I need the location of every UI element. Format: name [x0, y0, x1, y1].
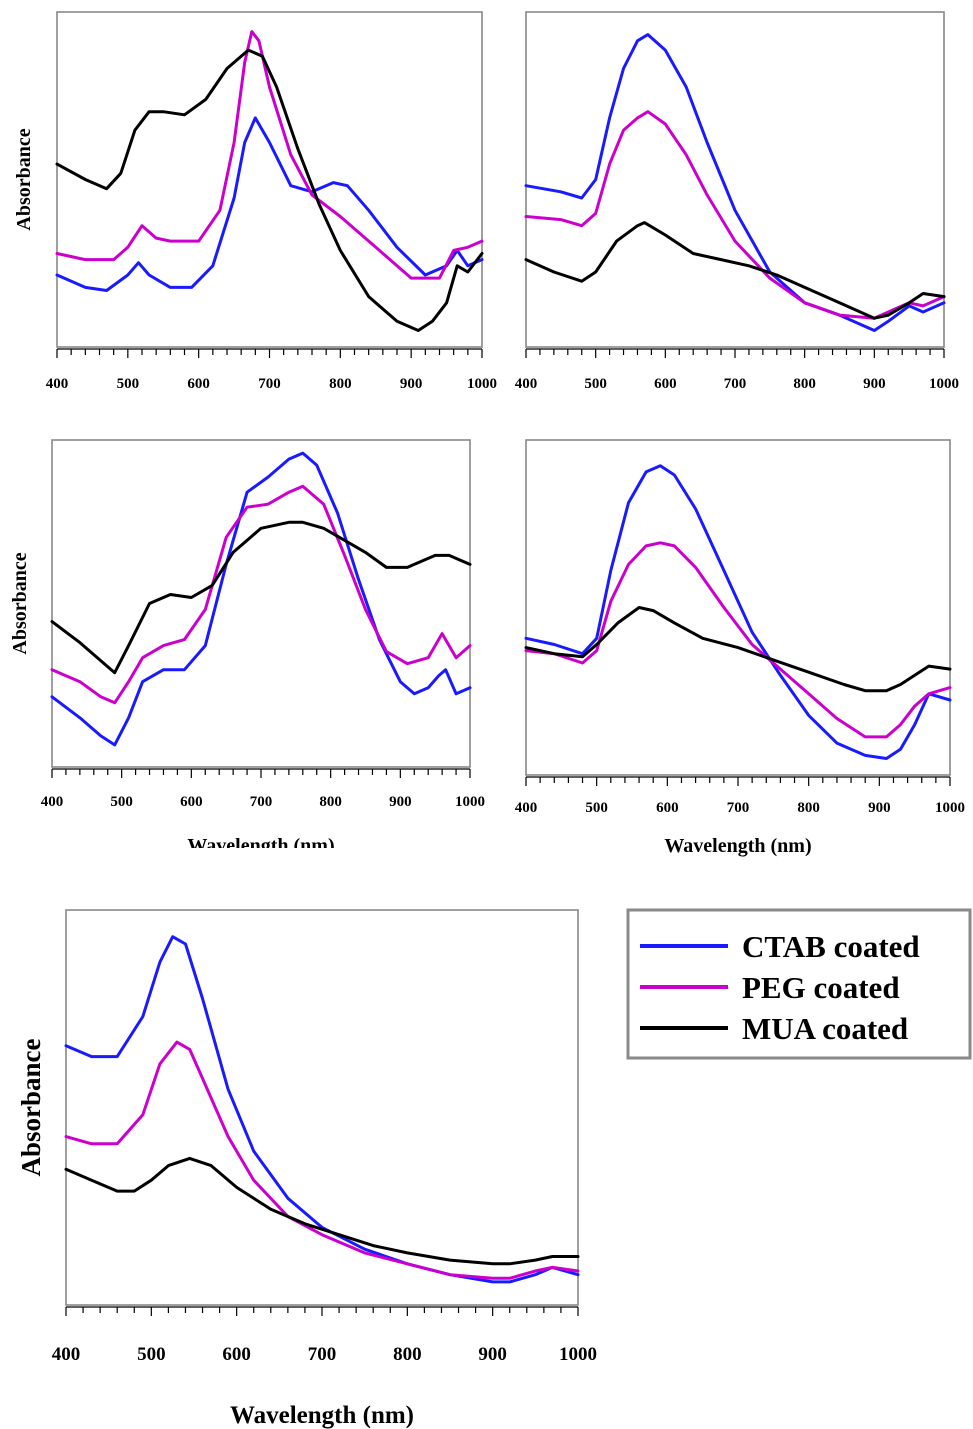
x-tick-label: 600 [654, 376, 677, 392]
x-tick-label: 400 [52, 1344, 81, 1365]
panel-3: 400 500 600 700 800 900 1000 Absorbance Waveleng… [9, 439, 485, 857]
series-line-mua [55, 48, 484, 332]
x-tick-label: 1000 [455, 794, 485, 810]
x-tick-label: 500 [137, 1344, 166, 1365]
x-tick-label: 700 [258, 376, 281, 392]
x-tick-label: 800 [797, 800, 820, 816]
series-line-peg [524, 541, 952, 739]
x-tick-label: 500 [117, 376, 140, 392]
x-tick-label: 600 [187, 376, 210, 392]
x-axis-label: Wavelength (nm) [230, 1402, 414, 1429]
series-line-peg [524, 110, 946, 320]
plot-frame [65, 909, 579, 1306]
x-tick-label: 600 [180, 794, 203, 810]
series-line-ctab [50, 451, 472, 747]
series-line-mua [64, 1156, 580, 1266]
series-line-mua [50, 520, 472, 675]
legend: CTAB coated PEG coated MUA coated [626, 908, 972, 1060]
plot-frame [56, 11, 483, 348]
series-line-ctab [64, 935, 580, 1284]
series-line-peg [55, 30, 484, 280]
x-tick-label: 600 [656, 800, 679, 816]
y-axis-label: Absorbance [13, 128, 35, 230]
x-tick-label: 1000 [467, 376, 497, 392]
series-line-ctab [55, 116, 484, 292]
x-tick-label: 400 [46, 376, 69, 392]
x-tick-label: 800 [329, 376, 352, 392]
x-tick-label: 1000 [929, 376, 959, 392]
x-tick-label: 900 [863, 376, 886, 392]
x-tick-label: 800 [393, 1344, 422, 1365]
panel-5: 400 500 600 700 800 900 1000 Absorbance Waveleng… [16, 909, 597, 1429]
legend-label-peg: PEG coated [742, 970, 900, 1005]
x-tick-label: 500 [110, 794, 133, 810]
plot-frame [51, 439, 471, 768]
x-axis-label: Wavelength (nm) [187, 835, 334, 857]
x-tick-label: 700 [724, 376, 747, 392]
x-tick-label: 800 [793, 376, 816, 392]
y-axis-label: Absorbance [9, 552, 31, 654]
series-line-peg [50, 484, 472, 705]
panel-1: 400 500 600 700 800 900 1000 Absorbance [13, 11, 497, 392]
y-axis-label: Absorbance [16, 1038, 46, 1176]
series-line-ctab [524, 33, 946, 332]
x-tick-label: 700 [308, 1344, 337, 1365]
series-line-mua [524, 221, 946, 320]
x-tick-label: 900 [400, 376, 423, 392]
legend-label-ctab: CTAB coated [742, 929, 920, 964]
x-tick-label: 800 [319, 794, 342, 810]
x-tick-label: 1000 [935, 800, 965, 816]
plot-frame [525, 11, 945, 348]
x-tick-label: 700 [250, 794, 273, 810]
series-line-peg [64, 1040, 580, 1280]
x-tick-label: 400 [515, 376, 538, 392]
series-line-mua [524, 606, 952, 693]
x-tick-label: 600 [222, 1344, 251, 1365]
panel-2: 400 500 600 700 800 900 1000 [515, 11, 959, 392]
x-tick-label: 1000 [559, 1344, 597, 1365]
x-tick-label: 400 [515, 800, 538, 816]
x-tick-label: 700 [727, 800, 750, 816]
x-tick-label: 500 [584, 376, 607, 392]
x-tick-label: 400 [41, 794, 64, 810]
x-axis-label: Wavelength (nm) [664, 835, 811, 857]
x-tick-label: 900 [389, 794, 412, 810]
x-tick-label: 500 [585, 800, 608, 816]
legend-label-mua: MUA coated [742, 1011, 908, 1046]
x-tick-label: 900 [478, 1344, 507, 1365]
x-tick-label: 900 [868, 800, 891, 816]
panel-4: 400 500 600 700 800 900 1000 Wavelength (nm) [515, 439, 965, 857]
legend-frame [626, 908, 972, 1060]
series-line-ctab [524, 464, 952, 760]
plot-frame [525, 439, 951, 776]
